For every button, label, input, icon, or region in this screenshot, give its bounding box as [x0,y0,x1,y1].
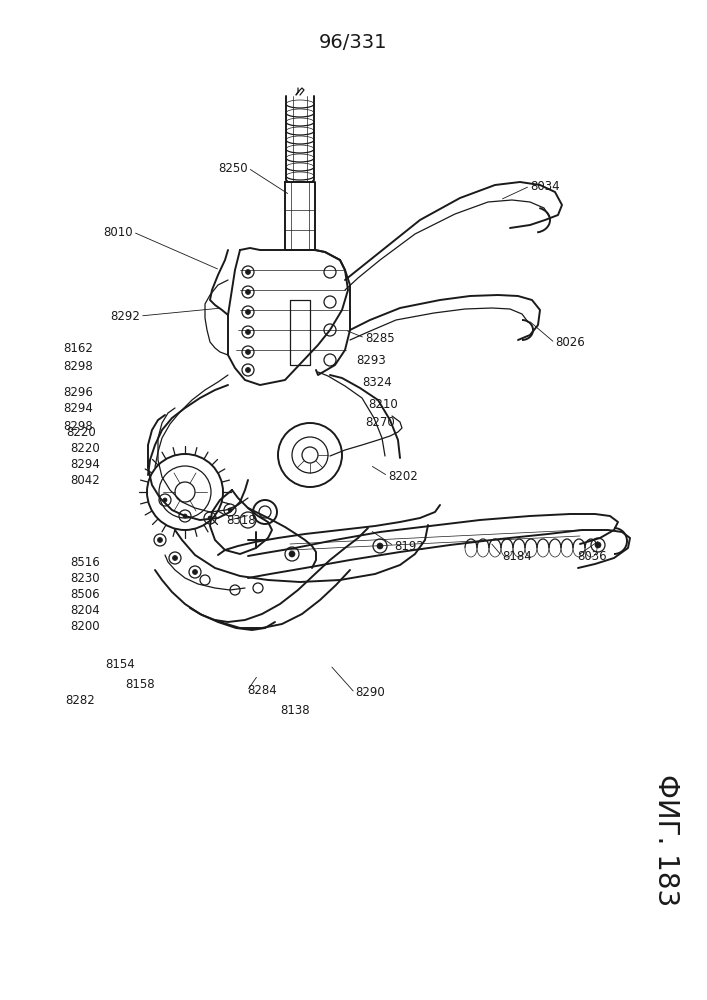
Text: 8506: 8506 [71,587,100,600]
Text: 8294: 8294 [70,458,100,471]
Circle shape [245,330,250,334]
Circle shape [245,310,250,314]
Text: 8282: 8282 [65,694,95,706]
Text: 8138: 8138 [280,704,310,716]
Text: 8270: 8270 [365,416,395,428]
Text: 8220: 8220 [70,442,100,454]
Text: 96/331: 96/331 [320,32,387,51]
Text: 8318: 8318 [226,514,256,528]
Text: 8042: 8042 [70,474,100,487]
Text: 8293: 8293 [356,354,386,366]
Text: 8162: 8162 [63,342,93,356]
Circle shape [245,290,250,294]
Circle shape [228,508,232,512]
Circle shape [192,570,197,574]
Text: 8516: 8516 [70,556,100,568]
Text: 8220: 8220 [66,426,96,438]
Text: 8294: 8294 [63,402,93,416]
Text: 8230: 8230 [71,572,100,584]
Circle shape [158,538,163,542]
Text: 8192: 8192 [394,540,424,552]
Text: 8202: 8202 [388,470,418,483]
Text: 8184: 8184 [502,550,532,562]
Text: 8200: 8200 [71,619,100,633]
Circle shape [208,516,212,520]
Text: 8285: 8285 [365,332,395,344]
Circle shape [377,543,383,549]
Text: 8324: 8324 [362,375,392,388]
Text: 8034: 8034 [530,180,560,192]
Circle shape [245,350,250,355]
Text: 8290: 8290 [355,686,385,700]
Circle shape [245,269,250,274]
Text: 8284: 8284 [247,684,276,698]
Text: 8296: 8296 [63,385,93,398]
Circle shape [173,556,177,560]
Text: 8026: 8026 [555,336,585,350]
Text: 8292: 8292 [110,310,140,322]
Text: 8036: 8036 [577,550,607,562]
Text: 8298: 8298 [63,420,93,432]
Circle shape [183,514,187,518]
Text: 8158: 8158 [125,678,155,690]
Circle shape [595,542,601,548]
Circle shape [163,498,167,502]
Text: 8210: 8210 [368,397,398,410]
Text: 8298: 8298 [63,360,93,372]
Text: 8010: 8010 [103,226,133,238]
Text: 8154: 8154 [105,658,135,672]
Text: 8250: 8250 [218,161,248,174]
Text: 8204: 8204 [70,603,100,616]
Text: ФИГ. 183: ФИГ. 183 [652,774,680,906]
Circle shape [245,367,250,372]
Circle shape [289,551,295,557]
